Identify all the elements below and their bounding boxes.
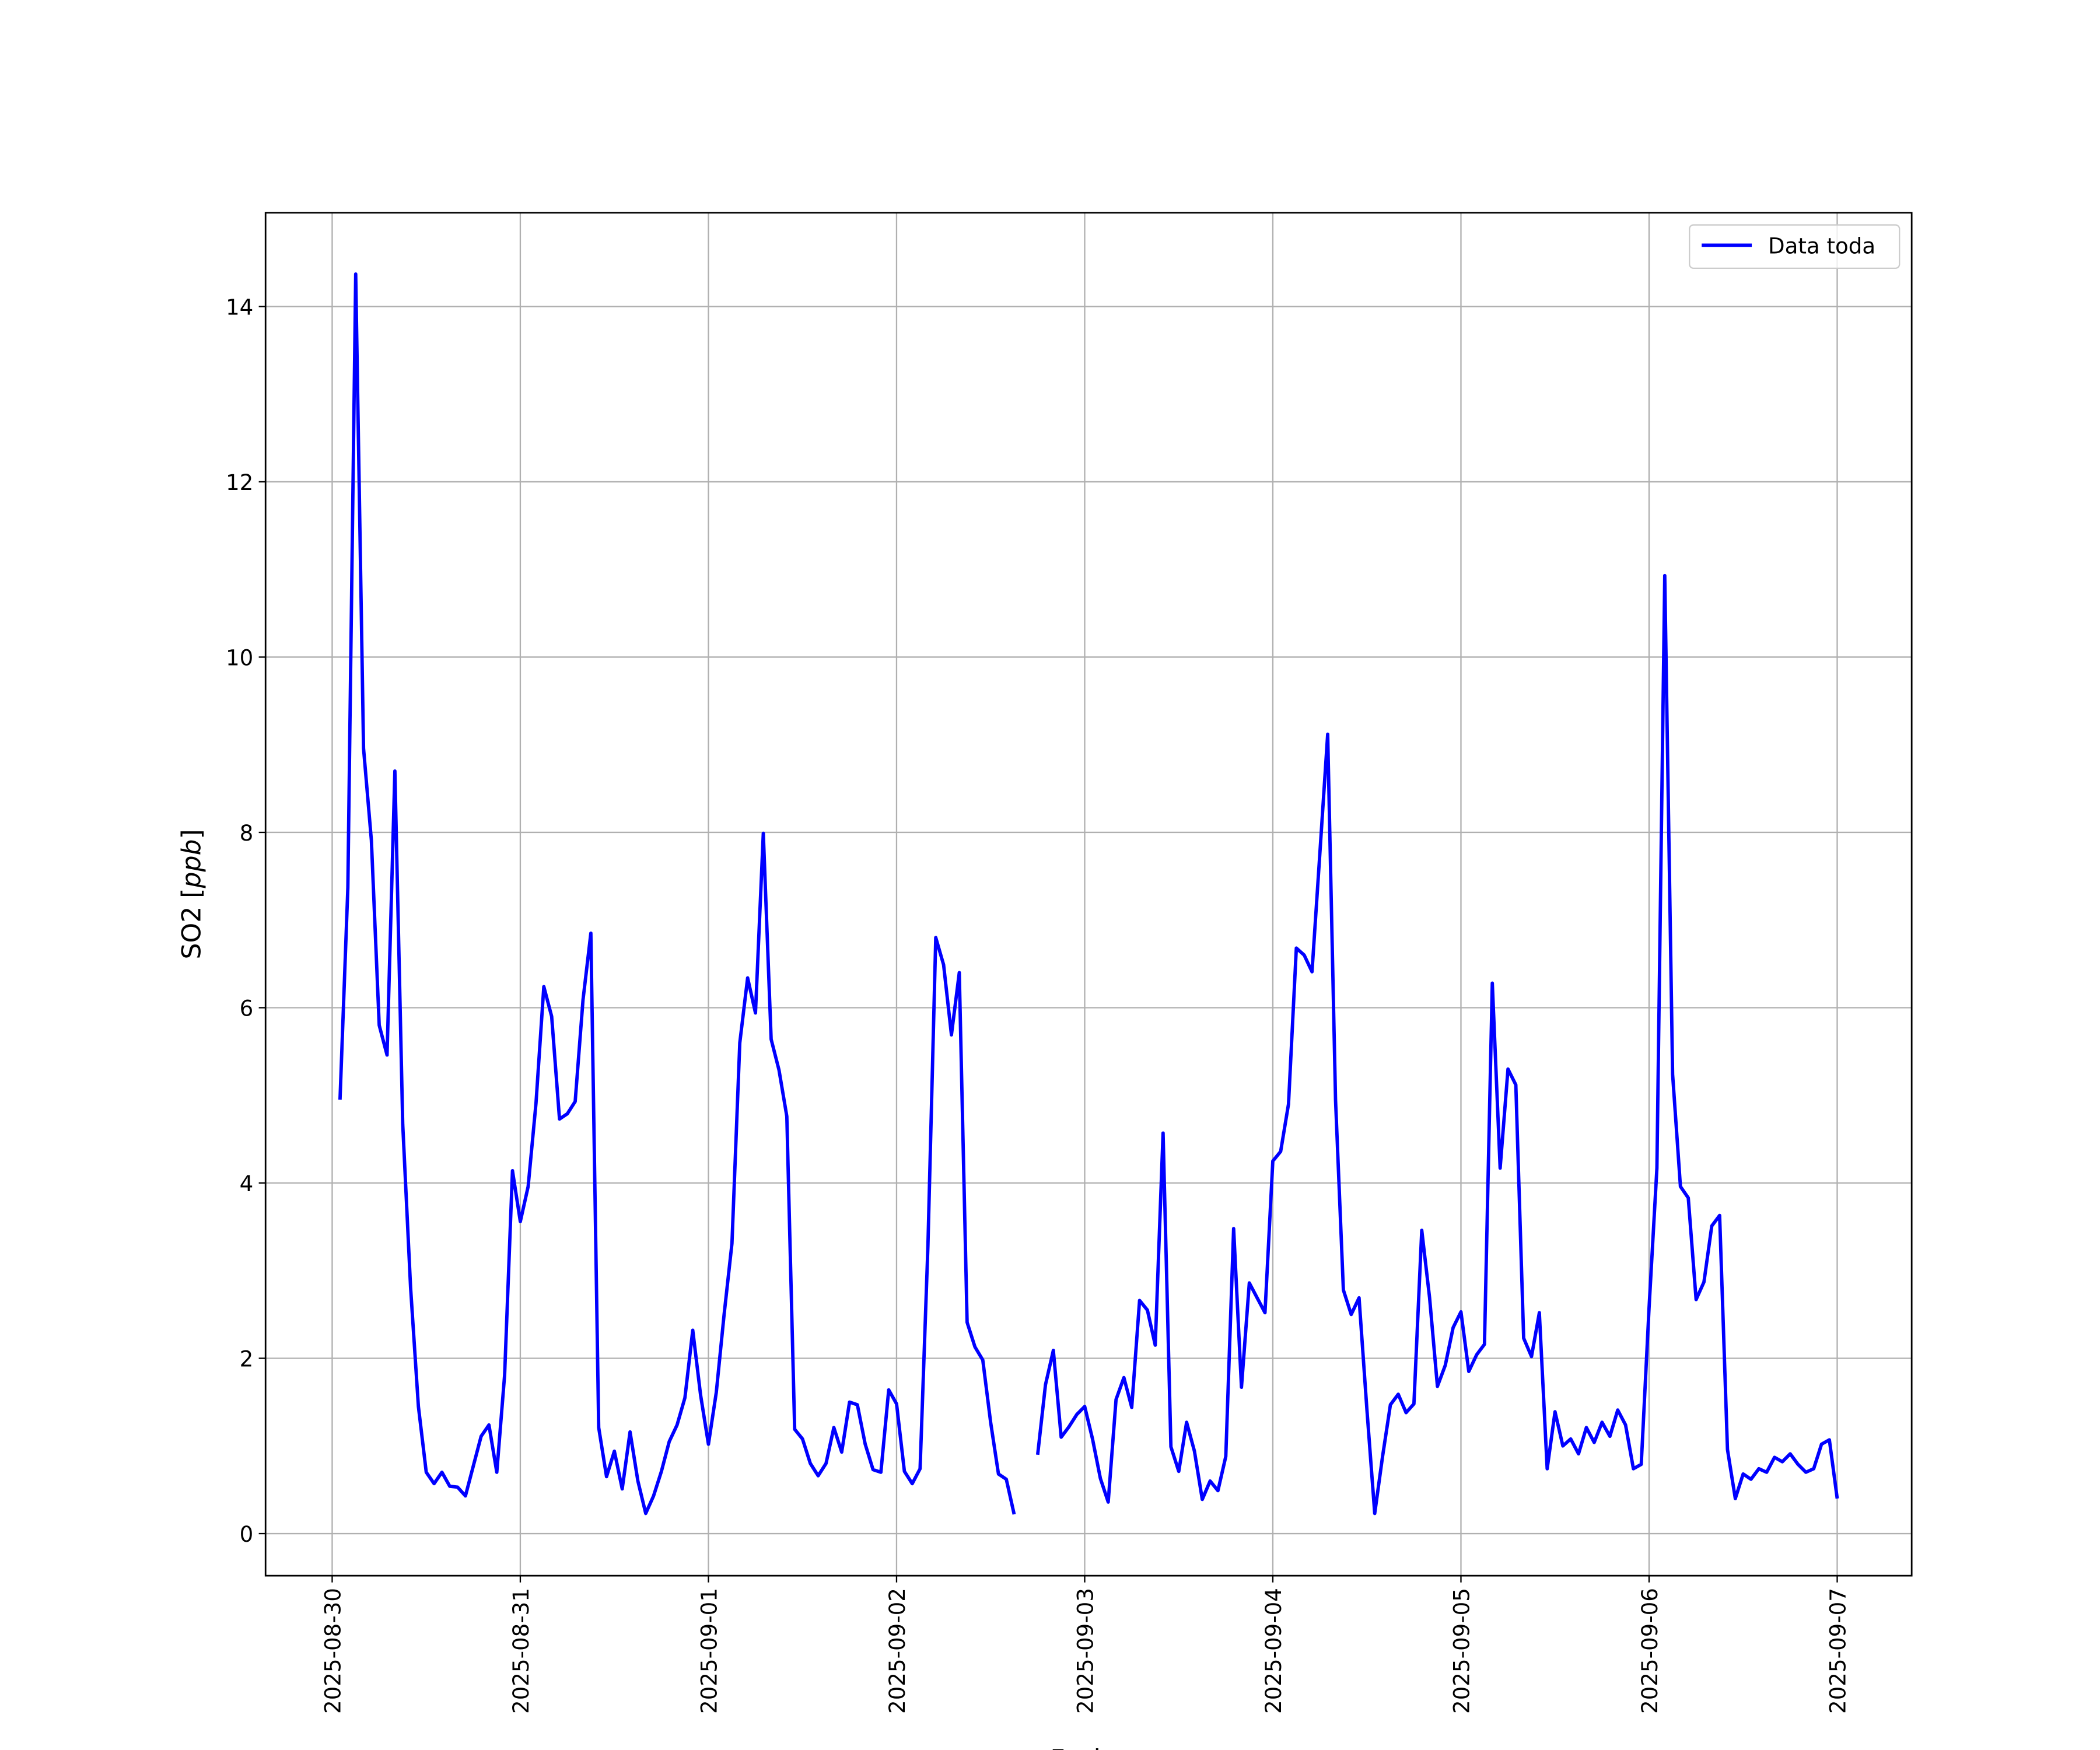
y-axis-label-unit: ppb [177,839,207,889]
plot-area [338,272,1839,1516]
y-tick-label: 12 [226,470,253,495]
legend-box [1689,224,1901,270]
x-tick-label: 2025-09-05 [1449,1588,1474,1714]
y-axis-label-text: SO2 [ [177,888,207,960]
legend: Data toda [1689,224,1901,270]
x-tick-label: 2025-09-06 [1637,1588,1662,1714]
x-tick-label: 2025-09-02 [885,1588,910,1714]
y-tick-label: 8 [240,821,254,846]
grid [265,212,1912,1576]
ticks: 2025-08-30 2025-08-31 2025-09-01 2025-09-02… [226,295,1850,1714]
y-tick-label: 4 [240,1171,254,1196]
y-tick-label: 6 [240,996,254,1021]
y-tick-label: 2 [240,1346,254,1371]
y-axis-label-bracket: ] [177,829,207,839]
y-tick-label: 10 [226,645,253,670]
x-tick-label: 2025-08-31 [509,1588,534,1714]
y-axis-label: SO2 [ppb] [177,829,207,959]
x-tick-label: 2025-08-30 [320,1588,345,1714]
y-tick-label: 14 [226,295,253,320]
x-tick-label: 2025-09-04 [1261,1588,1286,1714]
legend-label: Data toda [1768,233,1875,258]
x-axis-label: Fecha [1050,1745,1125,1750]
x-tick-label: 2025-09-01 [696,1588,722,1714]
axes-frame [264,212,1913,1577]
x-tick-label: 2025-09-03 [1073,1588,1098,1714]
y-tick-label: 0 [240,1522,254,1547]
x-tick-label: 2025-09-07 [1825,1588,1850,1714]
